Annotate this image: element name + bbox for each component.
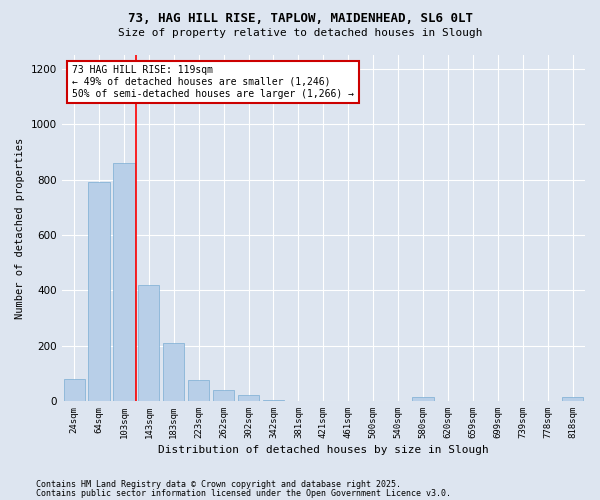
Bar	[188, 380, 209, 401]
Bar	[163, 343, 184, 401]
Text: Size of property relative to detached houses in Slough: Size of property relative to detached ho…	[118, 28, 482, 38]
Bar	[213, 390, 234, 401]
Text: Contains HM Land Registry data © Crown copyright and database right 2025.: Contains HM Land Registry data © Crown c…	[36, 480, 401, 489]
Bar	[138, 284, 160, 401]
Bar	[263, 400, 284, 401]
Bar	[113, 163, 134, 401]
Bar	[88, 182, 110, 401]
X-axis label: Distribution of detached houses by size in Slough: Distribution of detached houses by size …	[158, 445, 489, 455]
Text: 73 HAG HILL RISE: 119sqm
← 49% of detached houses are smaller (1,246)
50% of sem: 73 HAG HILL RISE: 119sqm ← 49% of detach…	[72, 66, 354, 98]
Bar	[412, 397, 434, 401]
Text: 73, HAG HILL RISE, TAPLOW, MAIDENHEAD, SL6 0LT: 73, HAG HILL RISE, TAPLOW, MAIDENHEAD, S…	[128, 12, 473, 26]
Y-axis label: Number of detached properties: Number of detached properties	[15, 138, 25, 318]
Bar	[562, 397, 583, 401]
Bar	[64, 379, 85, 401]
Bar	[238, 396, 259, 401]
Text: Contains public sector information licensed under the Open Government Licence v3: Contains public sector information licen…	[36, 488, 451, 498]
